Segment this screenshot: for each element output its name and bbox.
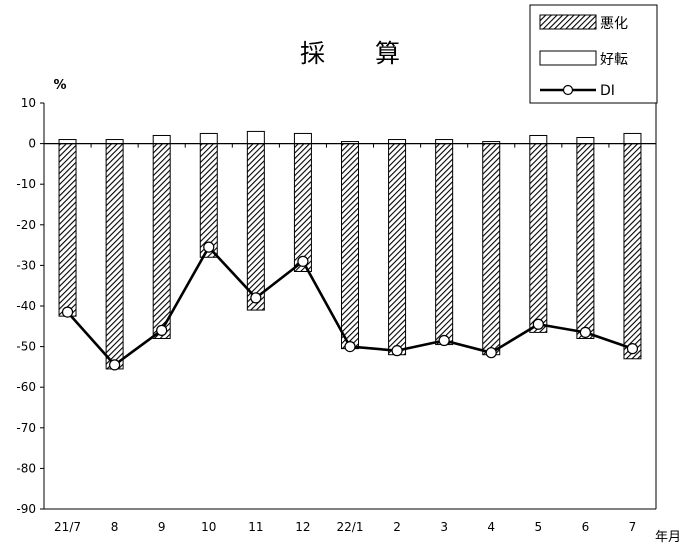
y-tick-label: -50 xyxy=(16,340,36,354)
di-point xyxy=(61,306,74,318)
y-tick-label: -90 xyxy=(16,502,36,516)
x-axis-unit-label: 年月 xyxy=(655,530,681,545)
di-point xyxy=(203,241,215,253)
x-tick-label: 6 xyxy=(582,520,590,534)
di-point xyxy=(344,341,356,353)
bar-deterioration xyxy=(576,143,595,339)
y-tick-label: -40 xyxy=(16,299,36,313)
bar-deterioration xyxy=(482,143,501,356)
y-tick-label: 0 xyxy=(28,137,36,151)
x-tick-label: 4 xyxy=(487,520,495,534)
bar-improvement xyxy=(105,139,124,145)
di-point xyxy=(109,359,121,371)
bar-improvement xyxy=(435,139,454,145)
y-tick-label: -80 xyxy=(16,461,36,475)
x-tick-label: 2 xyxy=(393,520,401,534)
bar-deterioration xyxy=(105,143,124,370)
x-tick-label: 21/7 xyxy=(54,520,81,534)
bar-deterioration xyxy=(58,143,77,317)
x-tick-label: 12 xyxy=(295,520,310,534)
bar-improvement xyxy=(293,132,312,145)
bar-deterioration xyxy=(435,143,454,346)
bar-deterioration xyxy=(293,143,312,272)
y-tick-label: -70 xyxy=(16,421,36,435)
x-tick-label: 8 xyxy=(111,520,119,534)
legend-swatch-deterioration xyxy=(539,14,597,30)
x-tick-label: 22/1 xyxy=(337,520,364,534)
bar-improvement xyxy=(623,132,642,145)
bar-improvement xyxy=(58,139,77,145)
plot-area: 10 0 -10 -20 -30 -40 -50 -60 -70 -80 -90 21/7 8 9 10 11… xyxy=(16,96,657,534)
di-point xyxy=(626,343,639,355)
y-tick-label: -10 xyxy=(16,177,36,191)
legend-label-improvement: 好転 xyxy=(600,52,628,68)
bar-deterioration xyxy=(199,143,218,258)
bar-improvement xyxy=(152,134,171,145)
bar-improvement xyxy=(576,137,595,145)
di-point xyxy=(391,345,403,357)
di-point xyxy=(297,255,309,267)
x-tick-label: 10 xyxy=(201,520,216,534)
di-point xyxy=(250,292,262,304)
di-point xyxy=(485,347,497,359)
bar-improvement xyxy=(529,134,548,145)
bar-deterioration xyxy=(388,143,407,356)
y-tick-label: 10 xyxy=(21,96,36,110)
bar-deterioration xyxy=(529,143,548,333)
bar-deterioration xyxy=(246,143,265,311)
x-tick-label: 9 xyxy=(158,520,166,534)
x-tick-label: 3 xyxy=(440,520,448,534)
chart-title: 採 算 xyxy=(300,39,400,68)
y-tick-label: -30 xyxy=(16,258,36,272)
legend-swatch-di-marker xyxy=(562,84,574,96)
bar-deterioration xyxy=(152,143,171,339)
di-point xyxy=(532,318,544,330)
x-tick-label: 7 xyxy=(629,520,637,534)
legend-label-di: DI xyxy=(600,83,615,99)
di-point xyxy=(438,334,450,347)
legend-label-deterioration: 悪化 xyxy=(600,16,628,32)
bar-improvement xyxy=(246,130,265,145)
y-axis-unit-label: % xyxy=(53,78,66,93)
di-point xyxy=(579,326,591,338)
legend-swatch-improvement xyxy=(539,50,597,66)
di-point xyxy=(156,324,168,336)
y-tick-label: -60 xyxy=(16,380,36,394)
bar-improvement xyxy=(388,139,407,145)
bar-deterioration xyxy=(341,143,359,350)
x-tick-label: 11 xyxy=(248,520,263,534)
y-tick-label: -20 xyxy=(16,218,36,232)
bar-improvement xyxy=(199,132,218,145)
bar-deterioration xyxy=(623,143,642,360)
x-tick-label: 5 xyxy=(534,520,542,534)
